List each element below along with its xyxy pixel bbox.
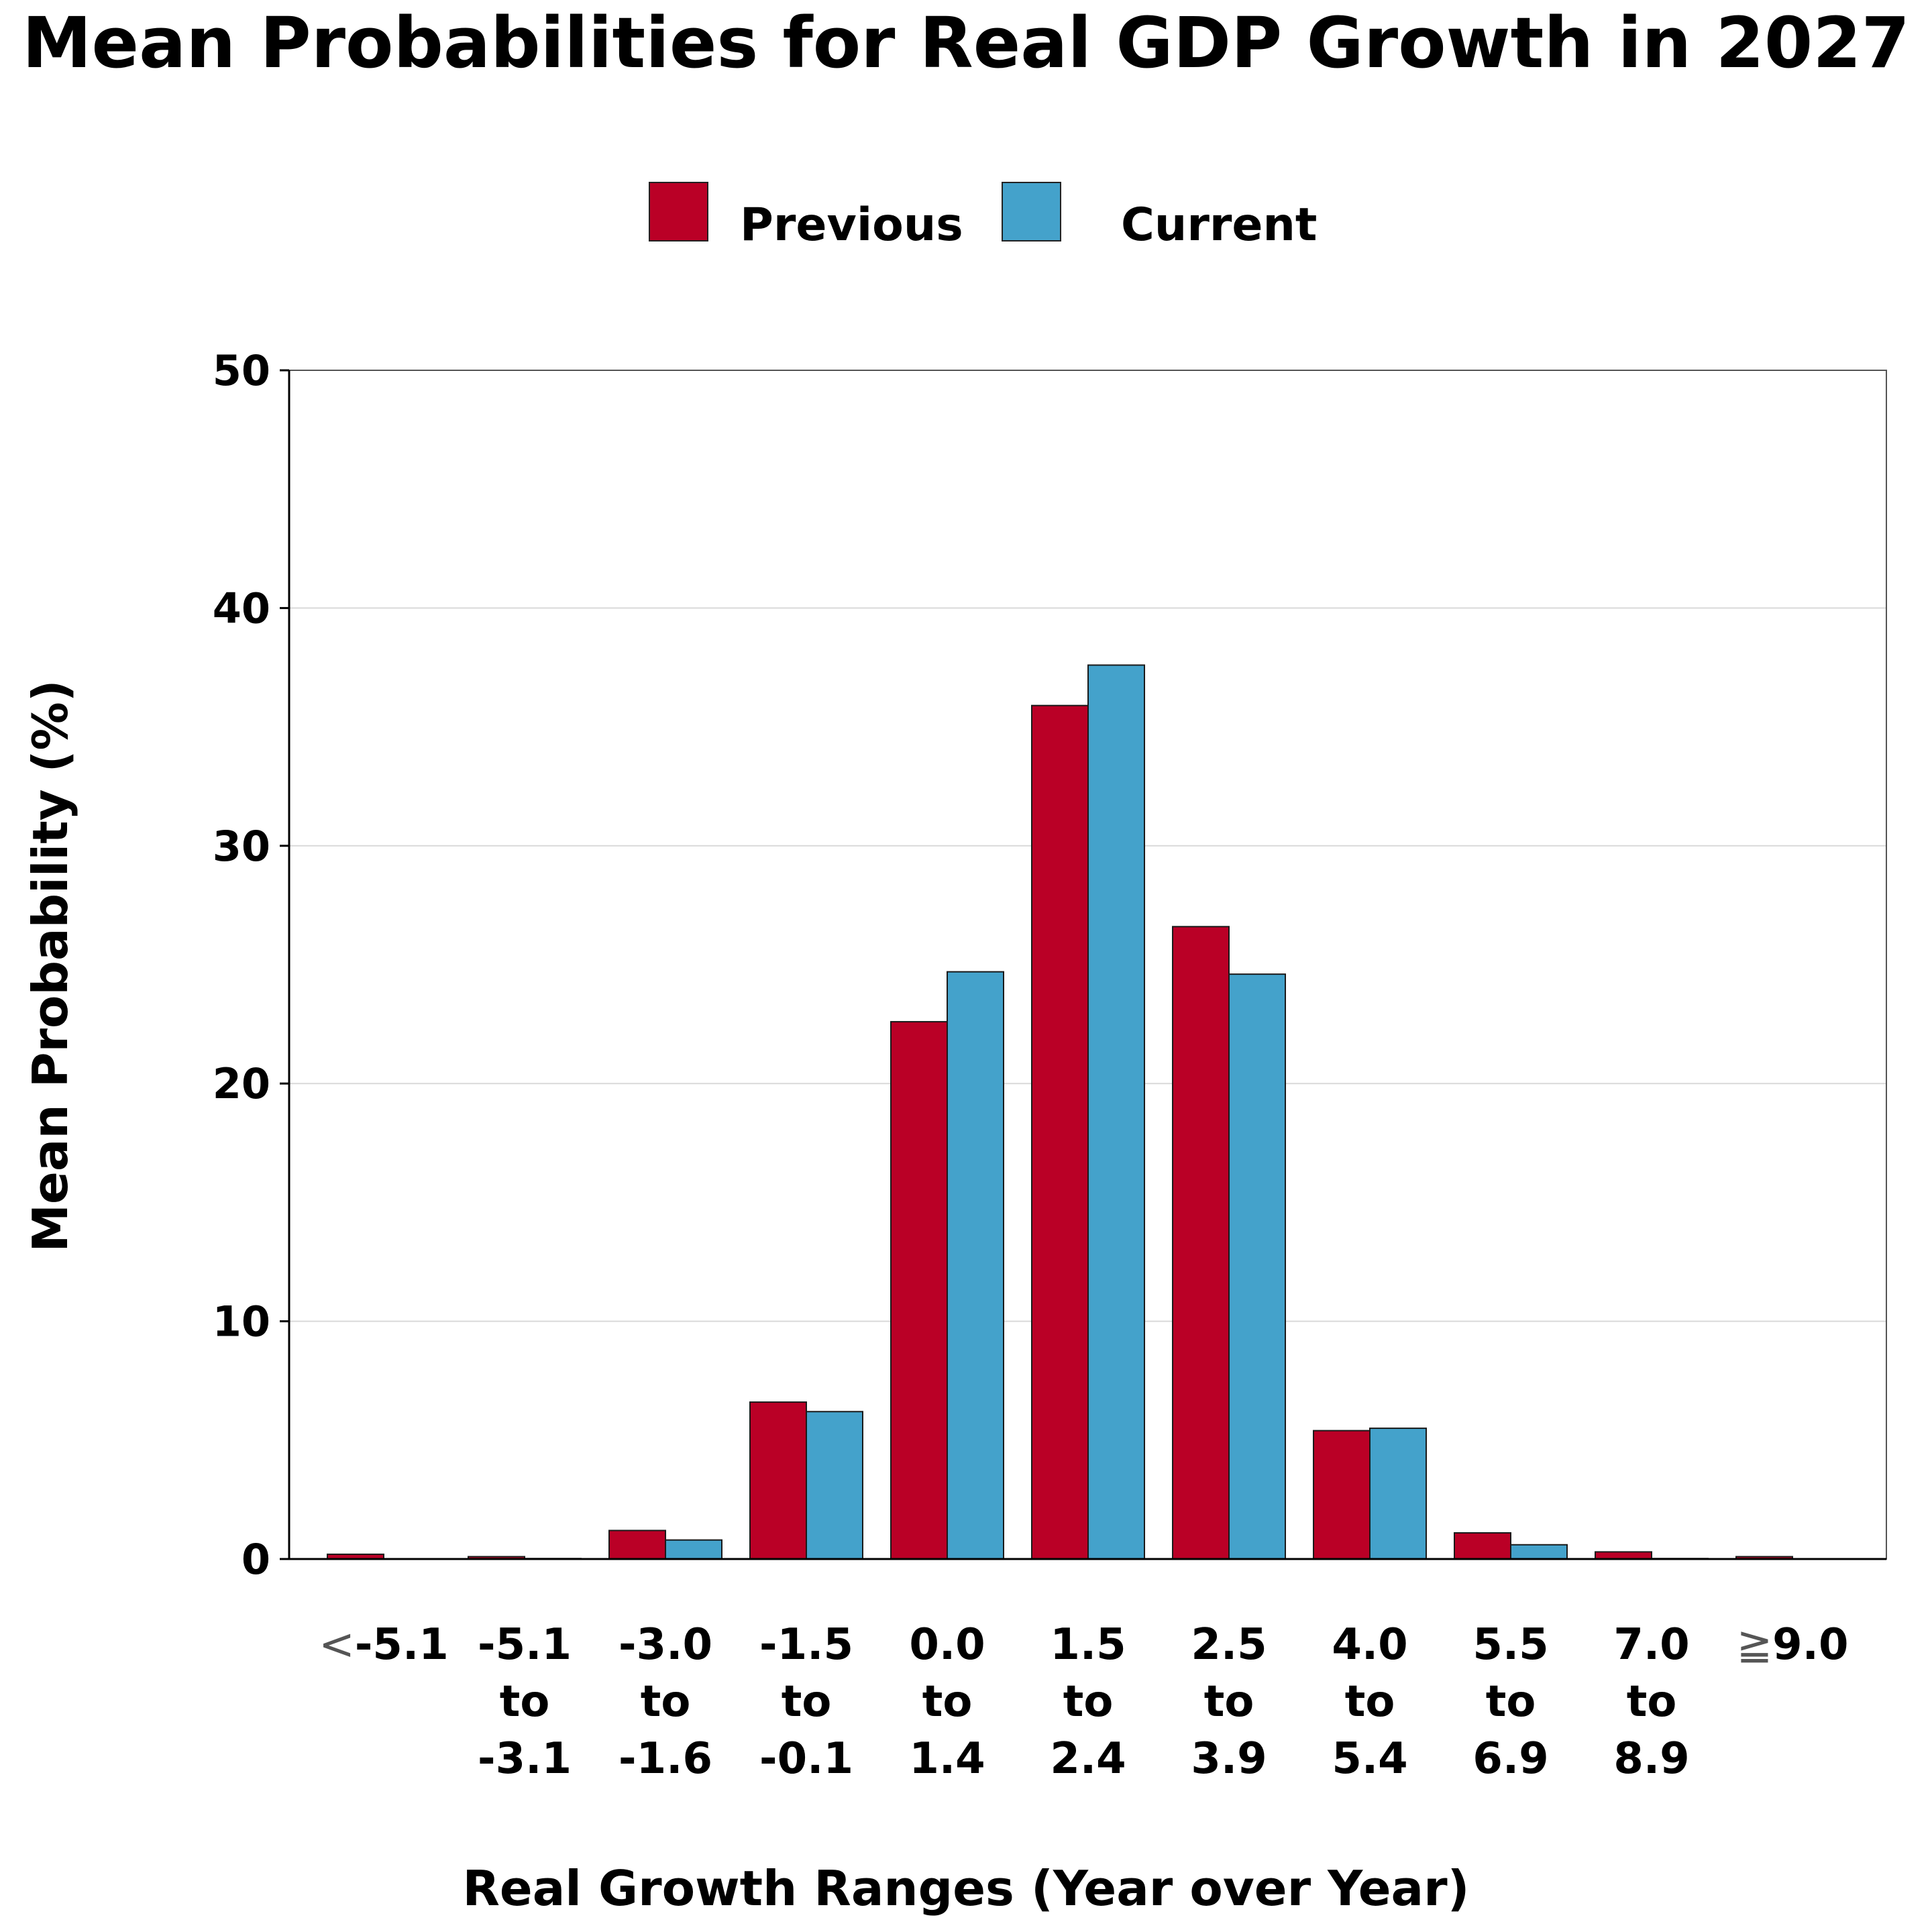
x-tick-label-line: -0.1 [759,1734,853,1784]
x-tick-label-line: 2.4 [1050,1734,1126,1784]
x-tick-label-line: 8.9 [1613,1734,1689,1784]
x-tick-label-line: 1.4 [909,1734,985,1784]
legend: Previous Current [649,182,1317,252]
y-tick-label: 30 [213,822,270,871]
x-tick-label-line: 2.5 [1191,1620,1267,1670]
legend-swatch-current [1002,182,1061,241]
legend-swatch-previous [649,182,708,241]
x-tick-label-line: -3.1 [478,1734,572,1784]
bar-previous [1595,1551,1652,1560]
x-tick-label-line: ≧9.0 [1737,1620,1849,1670]
bars [327,664,1793,1560]
x-tick-label-line: to [1486,1677,1536,1727]
x-axis-title: Real Growth Ranges (Year over Year) [462,1860,1469,1917]
x-tick-label-line: to [1063,1677,1114,1727]
bar-current [1228,973,1286,1560]
x-category-label: 7.0 to 8.9 [1613,1620,1689,1784]
x-tick-label-line: to [922,1677,973,1727]
legend-label-current: Current [1121,199,1317,252]
x-tick-label-line: 0.0 [909,1620,985,1670]
x-tick-label-line: -5.1 [478,1620,572,1670]
x-tick-label-line: -1.5 [759,1620,853,1670]
x-tick-label-line: -3.0 [619,1620,712,1670]
x-tick-value: 9.0 [1772,1620,1848,1670]
y-tick-label: 40 [213,584,270,633]
legend-label-previous: Previous [740,199,963,252]
chart-title: Mean Probabilities for Real GDP Growth i… [22,2,1910,84]
x-tick-label-line: to [500,1677,550,1727]
y-tick-label: 20 [213,1059,270,1108]
bar-previous [608,1529,666,1560]
x-tick-label-line: 6.9 [1472,1734,1548,1784]
bar-current [806,1411,863,1560]
x-category-label: -1.5 to -0.1 [759,1620,853,1784]
x-tick-label-line: 7.0 [1613,1620,1689,1670]
x-category-label: 1.5 to 2.4 [1050,1620,1126,1784]
x-tick-label-line: -1.6 [619,1734,712,1784]
x-tick-label-line: to [782,1677,832,1727]
x-category-label: <-5.1 [319,1620,449,1670]
x-category-label: ≧9.0 [1737,1620,1849,1670]
y-tick-label: 50 [213,346,270,395]
x-category-label: 0.0 to 1.4 [909,1620,985,1784]
bar-current [947,971,1004,1560]
x-tick-label-line: to [1345,1677,1395,1727]
x-tick-label-line: 5.4 [1332,1734,1407,1784]
bar-previous [1031,704,1089,1560]
x-tick-label-line: 4.0 [1332,1620,1407,1670]
y-tick-label: 10 [213,1297,270,1346]
bar-previous [749,1401,807,1560]
y-axis-title: Mean Probability (%) [22,680,78,1252]
bar-previous [890,1021,948,1560]
x-category-label: -3.0 to -1.6 [619,1620,712,1784]
bar-current [1510,1544,1568,1560]
y-ticks: 0 10 20 30 40 50 [213,346,289,1584]
x-category-label: 4.0 to 5.4 [1332,1620,1407,1784]
bar-previous [1313,1430,1371,1560]
x-tick-label-line: 5.5 [1472,1620,1548,1670]
x-tick-label-line: to [1204,1677,1254,1727]
y-tick-label: 0 [241,1535,270,1584]
x-tick-value: -5.1 [355,1620,449,1670]
comparison-symbol: ≧ [1737,1620,1773,1670]
x-category-label: -5.1 to -3.1 [478,1620,572,1784]
x-category-label: 2.5 to 3.9 [1191,1620,1267,1784]
x-tick-label-line: to [1627,1677,1677,1727]
bar-current [1087,664,1145,1560]
x-tick-label-line: 3.9 [1191,1734,1267,1784]
x-tick-label-line: to [641,1677,691,1727]
comparison-symbol: < [319,1620,355,1670]
bar-previous [1172,926,1230,1560]
bar-current [665,1539,722,1560]
x-tick-label-line: <-5.1 [319,1620,449,1670]
bar-current [1369,1428,1427,1560]
bar-previous [1454,1532,1511,1560]
x-category-label: 5.5 to 6.9 [1472,1620,1548,1784]
x-tick-label-line: 1.5 [1050,1620,1126,1670]
x-category-labels: <-5.1 -5.1to-3.1-3.0to-1.6-1.5to-0.10.0to… [319,1620,1848,1784]
